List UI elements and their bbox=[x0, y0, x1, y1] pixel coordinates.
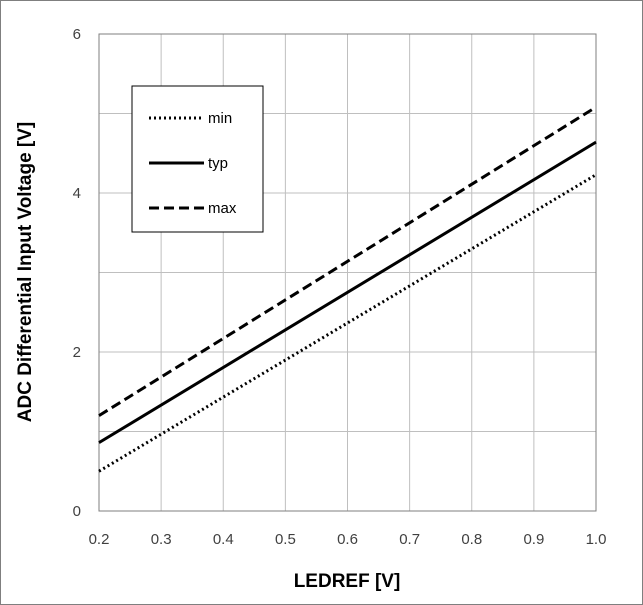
y-axis-title: ADC Differential Input Voltage [V] bbox=[15, 122, 36, 422]
x-tick-label: 0.6 bbox=[337, 531, 358, 548]
series-line-min bbox=[98, 173, 597, 473]
series-line-max bbox=[98, 105, 597, 417]
legend-label-typ: typ bbox=[208, 155, 228, 172]
y-tick-labels: 0 2 4 6 bbox=[73, 26, 81, 520]
x-tick-label: 0.2 bbox=[89, 531, 110, 548]
x-tick-label: 0.7 bbox=[399, 531, 420, 548]
y-tick-label: 2 bbox=[73, 344, 81, 361]
y-tick-label: 4 bbox=[73, 185, 81, 202]
x-tick-labels: 0.2 0.3 0.4 0.5 0.6 0.7 0.8 0.9 1.0 bbox=[89, 531, 607, 548]
x-tick-label: 0.9 bbox=[523, 531, 544, 548]
x-tick-label: 1.0 bbox=[586, 531, 607, 548]
legend-label-max: max bbox=[208, 200, 237, 217]
x-tick-label: 0.4 bbox=[213, 531, 234, 548]
legend-label-min: min bbox=[208, 110, 232, 127]
plot-area-border bbox=[98, 33, 597, 512]
x-axis-title: LEDREF [V] bbox=[294, 571, 401, 592]
x-tick-label: 0.8 bbox=[461, 531, 482, 548]
series-line-typ bbox=[98, 140, 597, 444]
x-tick-label: 0.3 bbox=[151, 531, 172, 548]
x-tick-label: 0.5 bbox=[275, 531, 296, 548]
series-lines bbox=[98, 105, 597, 473]
legend: min typ max bbox=[131, 85, 264, 233]
y-tick-label: 0 bbox=[73, 503, 81, 520]
y-tick-label: 6 bbox=[73, 26, 81, 43]
legend-box bbox=[131, 85, 264, 233]
